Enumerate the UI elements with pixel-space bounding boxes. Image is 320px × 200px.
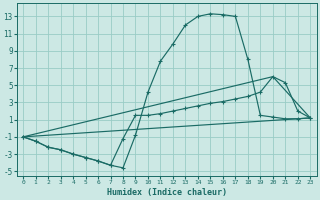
X-axis label: Humidex (Indice chaleur): Humidex (Indice chaleur) — [107, 188, 227, 197]
